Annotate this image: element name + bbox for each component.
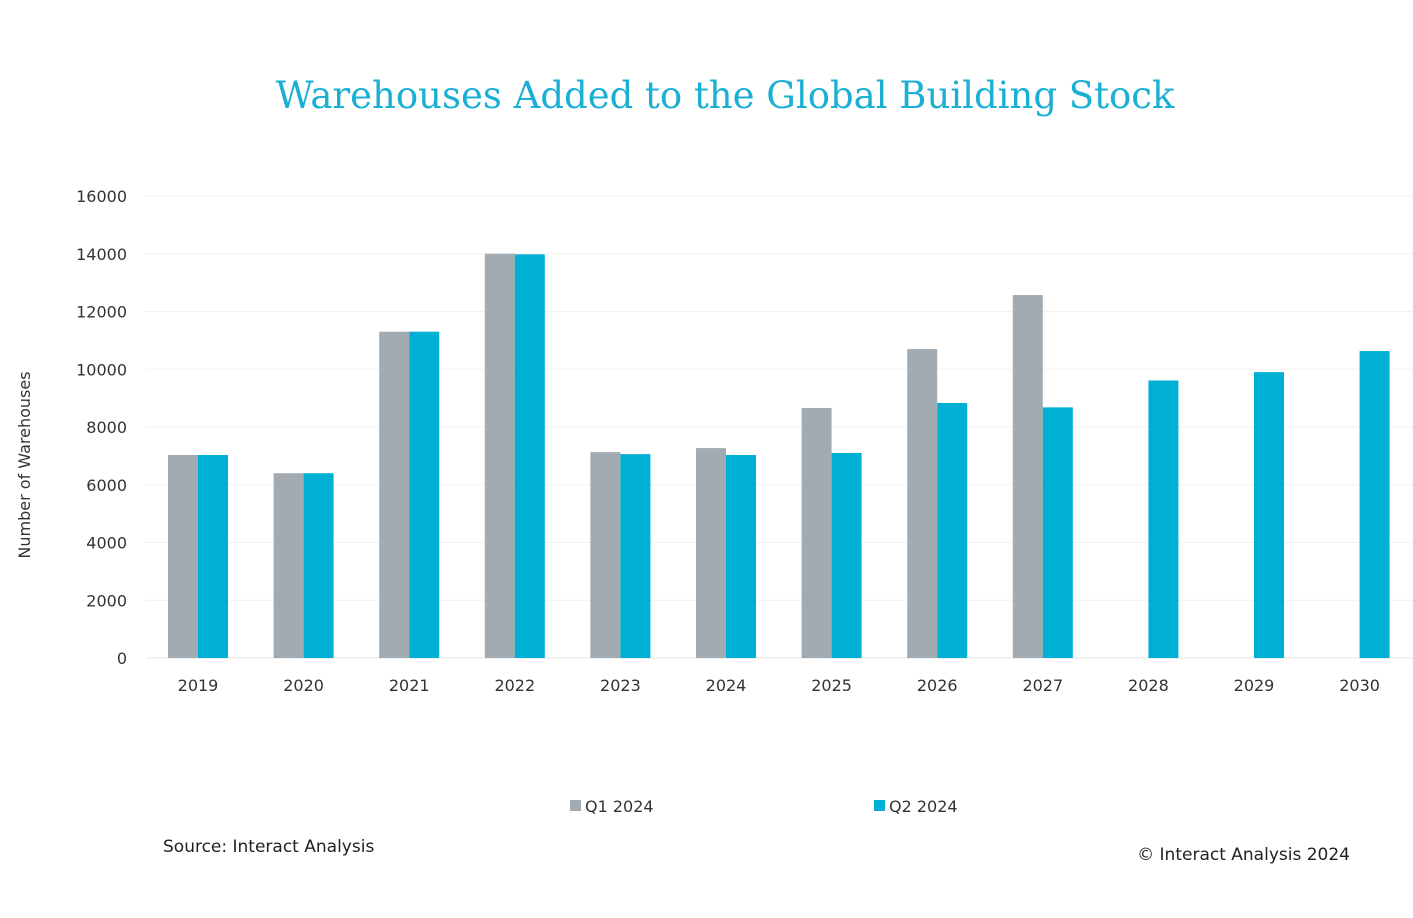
chart-title: Warehouses Added to the Global Building …	[276, 74, 1175, 117]
bar-q2-2024-2019	[198, 455, 228, 658]
x-tick-label: 2019	[178, 676, 219, 695]
y-axis-label: Number of Warehouses	[15, 371, 34, 558]
bar-q2-2024-2023	[620, 454, 651, 658]
bar-q1-2024-2023	[590, 452, 621, 658]
y-tick-label: 0	[117, 649, 127, 668]
bar-q1-2024-2027	[1012, 295, 1043, 658]
y-tick-label: 14000	[76, 245, 127, 264]
x-tick-label: 2028	[1128, 676, 1169, 695]
bar-q2-2024-2029	[1254, 372, 1284, 658]
legend-label: Q2 2024	[889, 797, 958, 816]
bar-q2-2024-2024	[726, 455, 756, 658]
bar-q1-2024-2022	[484, 253, 515, 658]
x-tick-label: 2022	[494, 676, 535, 695]
source-note: Source: Interact Analysis	[163, 837, 374, 857]
x-tick-label: 2027	[1022, 676, 1063, 695]
bar-q1-2024-2019	[168, 455, 198, 658]
bar-q1-2024-2026	[907, 349, 938, 658]
y-tick-label: 8000	[86, 418, 127, 437]
bar-q2-2024-2021	[409, 331, 440, 658]
x-tick-label: 2020	[283, 676, 324, 695]
y-tick-label: 12000	[76, 303, 127, 322]
bar-q2-2024-2025	[831, 452, 862, 658]
bar-q2-2024-2022	[514, 254, 545, 658]
y-tick-label: 2000	[86, 591, 127, 610]
x-tick-label: 2030	[1339, 676, 1380, 695]
x-tick-label: 2023	[600, 676, 641, 695]
y-tick-label: 4000	[86, 534, 127, 553]
x-tick-label: 2029	[1234, 676, 1275, 695]
legend-label: Q1 2024	[585, 797, 654, 816]
bar-q1-2024-2025	[801, 407, 832, 658]
bar-q1-2024-2020	[273, 473, 304, 658]
legend-swatch	[874, 800, 885, 811]
bar-q2-2024-2026	[937, 403, 968, 658]
y-tick-label: 6000	[86, 476, 127, 495]
y-tick-label: 10000	[76, 360, 127, 379]
bar-q1-2024-2021	[379, 331, 410, 658]
x-tick-label: 2024	[706, 676, 747, 695]
bar-q2-2024-2028	[1148, 380, 1179, 658]
bar-q1-2024-2024	[696, 448, 726, 658]
copyright-note: © Interact Analysis 2024	[1137, 845, 1350, 865]
x-tick-label: 2026	[917, 676, 958, 695]
bar-q2-2024-2030	[1359, 351, 1390, 658]
x-tick-label: 2021	[389, 676, 430, 695]
y-tick-label: 16000	[76, 187, 127, 206]
bar-q2-2024-2027	[1042, 407, 1073, 658]
legend-swatch	[570, 800, 581, 811]
bar-q2-2024-2020	[303, 473, 334, 658]
x-tick-label: 2025	[811, 676, 852, 695]
